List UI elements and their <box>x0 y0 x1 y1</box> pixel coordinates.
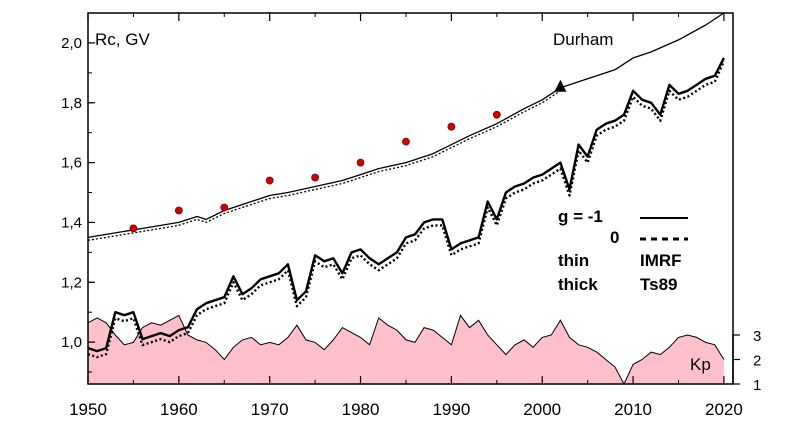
legend-zero-label: 0 <box>610 228 619 247</box>
kp-panel <box>87 314 725 386</box>
x-tick-label: 1950 <box>69 400 107 419</box>
x-tick-label: 2000 <box>523 400 561 419</box>
kp-label: Kp <box>690 355 711 374</box>
kp-tick-label: 1 <box>753 377 761 394</box>
y-tick-label: 1,0 <box>61 334 82 351</box>
legend: g = -1 0 thin IMRF thick Ts89 <box>558 207 688 294</box>
observation-point <box>174 206 183 215</box>
legend-imrf-label: IMRF <box>640 251 682 270</box>
y-tick-label: 1,8 <box>61 95 82 112</box>
x-tick-label: 2010 <box>614 400 652 419</box>
x-tick-label: 1970 <box>251 400 289 419</box>
series-thick-solid <box>87 57 725 353</box>
observation-point <box>311 173 320 182</box>
kp-tick-label: 3 <box>753 328 761 345</box>
triangle-marker <box>554 79 567 92</box>
observation-point <box>492 110 501 119</box>
legend-thin-label: thin <box>558 251 589 270</box>
observation-point <box>220 203 229 212</box>
observation-point <box>402 137 410 146</box>
series-thin-solid <box>87 12 725 239</box>
y-axis-label: Rc, GV <box>95 30 150 49</box>
series-thin-dotted <box>87 90 561 242</box>
x-axis: 1950 1960 1970 1980 1990 2000 2010 2020 <box>69 13 743 419</box>
y-tick-label: 1,2 <box>61 274 82 291</box>
x-tick-label: 1980 <box>342 400 380 419</box>
series-layer <box>87 12 726 359</box>
points-layer <box>129 110 501 233</box>
kp-area <box>88 315 724 384</box>
observation-point <box>356 158 365 167</box>
plot-frame <box>87 12 734 385</box>
y-tick-label: 1,6 <box>61 155 82 172</box>
y-axis: 2,0 1,8 1,6 1,4 1,2 1,0 <box>61 35 95 373</box>
legend-g-label: g = -1 <box>558 207 603 226</box>
observation-point <box>129 224 138 233</box>
kp-tick-label: 2 <box>753 353 761 370</box>
x-tick-label: 1990 <box>432 400 470 419</box>
legend-ts89-label: Ts89 <box>640 275 678 294</box>
x-tick-label: 2020 <box>705 400 743 419</box>
kp-line <box>87 314 725 386</box>
x-tick-label: 1960 <box>160 400 198 419</box>
legend-thick-label: thick <box>558 275 598 294</box>
observation-point <box>447 122 456 131</box>
kp-axis: 3 2 1 <box>732 328 761 394</box>
y-tick-label: 2,0 <box>61 35 82 52</box>
y-tick-label: 1,4 <box>61 214 82 231</box>
station-label: Durham <box>553 30 613 49</box>
observation-point <box>265 176 274 185</box>
